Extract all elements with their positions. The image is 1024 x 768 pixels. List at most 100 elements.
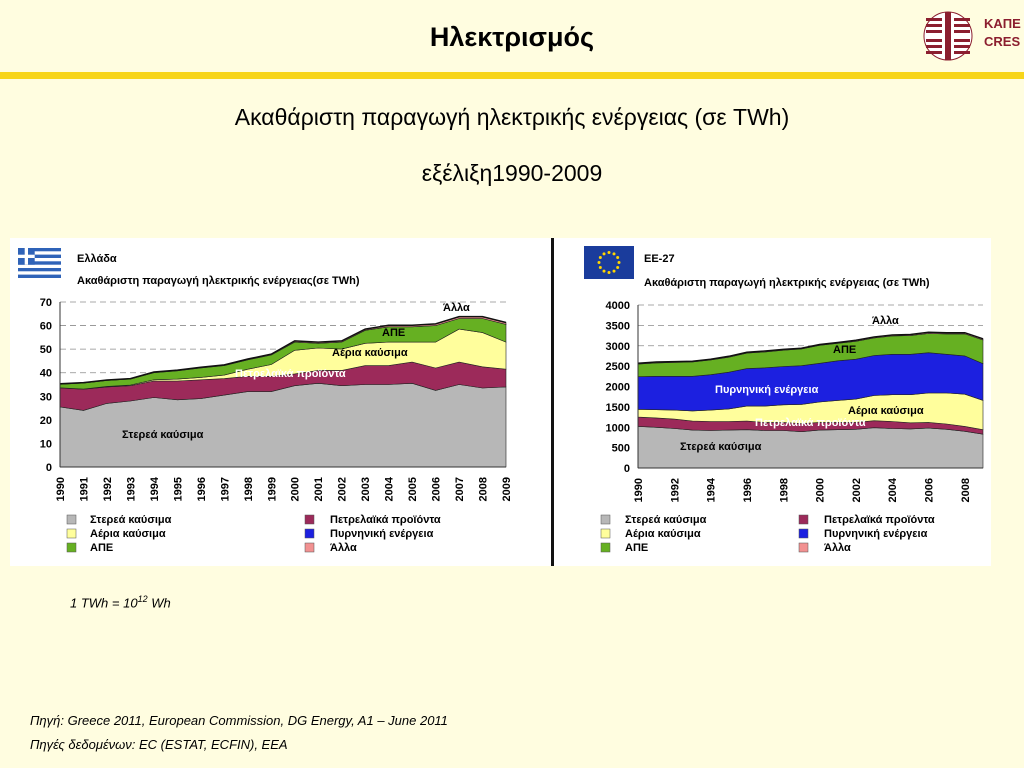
greece-legend-renewables: ΑΠΕ xyxy=(90,542,113,554)
greece-legend-nuclear: Πυρνηνική ενέργεια xyxy=(330,528,434,540)
greece-ytick-label: 70 xyxy=(40,297,52,309)
greece-xtick-label: 1996 xyxy=(196,477,208,501)
footnote-exponent: 12 xyxy=(137,594,148,604)
greece-legend-solid: Στερεά καύσιμα xyxy=(90,514,172,526)
legend-swatch-gas xyxy=(66,528,77,539)
eu-star-icon xyxy=(616,266,620,269)
greece-label-solid: Στερεά καύσιμα xyxy=(122,429,204,441)
greece-legend: Στερεά καύσιμα Πετρελαϊκά προϊόντα Αέρια… xyxy=(66,514,441,554)
eu-star-icon xyxy=(616,256,620,259)
cres-logo: ΚΑΠΕ CRES xyxy=(922,8,1022,64)
greece-ytick-label: 10 xyxy=(40,438,52,450)
eu-xtick-label: 2006 xyxy=(924,478,936,502)
greece-xtick-label: 1999 xyxy=(266,477,278,501)
eu-legend-other: Άλλα xyxy=(824,542,851,554)
eu-legend-oil: Πετρελαϊκά προϊόντα xyxy=(824,514,935,526)
eu-chart: 0 500 1000 1500 2000 2500 3000 3500 4000 1990 1992… xyxy=(606,300,984,502)
eu-ytick-label: 1500 xyxy=(606,402,630,414)
greece-total-line xyxy=(59,315,507,385)
legend-swatch-nuclear xyxy=(798,528,809,539)
legend-swatch-gas xyxy=(600,528,611,539)
legend-swatch-other xyxy=(304,542,315,553)
greece-xtick-label: 2001 xyxy=(313,477,325,501)
greece-xtick-label: 1990 xyxy=(55,477,67,501)
eu-legend-nuclear: Πυρνηνική ενέργεια xyxy=(824,528,928,540)
greece-legend-oil: Πετρελαϊκά προϊόντα xyxy=(330,514,441,526)
eu-label-solid: Στερεά καύσιμα xyxy=(680,441,762,453)
chart-subtitle-line1: Ακαθάριστη παραγωγή ηλεκτρικής ενέργειας… xyxy=(234,104,790,130)
eu-xtick-label: 1992 xyxy=(669,478,681,502)
eu-label-gas: Αέρια καύσιμα xyxy=(848,405,924,417)
charts-svg: Ελλάδα Ακαθάριστη παραγωγή ηλεκτρικής εν… xyxy=(18,246,984,554)
eu-xtick-label: 2008 xyxy=(960,478,972,502)
legend-swatch-solid xyxy=(600,514,611,525)
eu-ytick-label: 4000 xyxy=(606,300,630,312)
legend-swatch-oil xyxy=(798,514,809,525)
footnote-prefix: 1 TWh = 10 xyxy=(70,595,138,611)
greece-label-oil: Πετρελαϊκά προϊόντα xyxy=(235,368,346,380)
greece-xtick-label: 2005 xyxy=(407,477,419,501)
greece-ytick-label: 30 xyxy=(40,391,52,403)
greece-xtick-label: 2008 xyxy=(478,477,490,501)
eu-legend: Στερεά καύσιμα Πετρελαϊκά προϊόντα Αέρια… xyxy=(600,514,935,554)
eu-ytick-label: 500 xyxy=(612,443,630,455)
greece-xtick-label: 2009 xyxy=(501,477,513,501)
eu-flag-icon xyxy=(584,246,634,279)
eu-xtick-label: 1994 xyxy=(706,477,718,502)
greece-label-gas: Αέρια καύσιμα xyxy=(332,347,408,359)
eu-ytick-label: 2000 xyxy=(606,382,630,394)
greece-label-other: Άλλα xyxy=(443,302,470,314)
greece-flag-icon xyxy=(18,248,61,278)
greece-ytick-label: 0 xyxy=(46,462,52,474)
legend-swatch-nuclear xyxy=(304,528,315,539)
cres-logo-icon xyxy=(923,11,973,61)
legend-swatch-solid xyxy=(66,514,77,525)
eu-ytick-label: 0 xyxy=(624,463,630,475)
eu-ytick-label: 1000 xyxy=(606,422,630,434)
eu-star-icon xyxy=(612,252,616,256)
greece-legend-gas: Αέρια καύσιμα xyxy=(90,528,166,540)
eu-total-line xyxy=(637,331,984,365)
greece-xtick-label: 2006 xyxy=(431,477,443,501)
eu-label-oil: Πετρελαϊκά προϊόντα xyxy=(755,417,866,429)
eu-xtick-label: 2002 xyxy=(851,478,863,502)
data-sources-line: Πηγές δεδομένων: EC (ESTAT, ECFIN), EEA xyxy=(30,737,288,752)
legend-swatch-other xyxy=(798,542,809,553)
greece-xtick-label: 1998 xyxy=(243,477,255,501)
chart-divider xyxy=(551,238,554,566)
greece-xtick-label: 2002 xyxy=(337,477,349,501)
greece-ytick-label: 20 xyxy=(40,415,52,427)
eu-star-icon xyxy=(598,256,602,259)
eu-star-icon xyxy=(607,271,611,274)
greece-xtick-label: 1994 xyxy=(149,476,161,501)
eu-star-icon xyxy=(617,261,621,264)
greece-xtick-label: 1992 xyxy=(102,477,114,501)
eu-region-label: ΕΕ-27 xyxy=(644,253,675,265)
greece-ytick-label: 50 xyxy=(40,344,52,356)
eu-star-icon xyxy=(602,252,606,256)
eu-star-icon xyxy=(607,251,611,254)
chart-subtitle-line2: εξέλιξη1990-2009 xyxy=(421,160,603,186)
greece-chart: 0 10 20 30 40 50 60 70 1990 1991 1992 1993 1994 1995 1… xyxy=(40,297,513,501)
greece-chart-title: Ακαθάριστη παραγωγή ηλεκτρικής ενέργειας… xyxy=(77,275,360,287)
eu-star-icon xyxy=(597,261,601,264)
eu-xtick-label: 1996 xyxy=(742,478,754,502)
accent-bar xyxy=(0,72,1024,79)
eu-legend-gas: Αέρια καύσιμα xyxy=(625,528,701,540)
eu-legend-renewables: ΑΠΕ xyxy=(625,542,648,554)
logo-text-kape: ΚΑΠΕ xyxy=(984,16,1021,31)
greece-xtick-label: 2007 xyxy=(454,477,466,501)
logo-text-cres: CRES xyxy=(984,34,1021,49)
greece-label-renewables: ΑΠΕ xyxy=(382,327,405,339)
slide-title: Ηλεκτρισμός xyxy=(429,22,595,52)
greece-xtick-label: 1997 xyxy=(219,477,231,501)
greece-xtick-label: 1993 xyxy=(125,477,137,501)
eu-star-icon xyxy=(602,269,606,273)
eu-xtick-label: 2004 xyxy=(887,477,899,502)
greece-xtick-label: 1995 xyxy=(172,477,184,501)
eu-ytick-label: 3000 xyxy=(606,341,630,353)
greece-xtick-label: 2003 xyxy=(360,477,372,501)
greece-ytick-label: 60 xyxy=(40,321,52,333)
eu-legend-solid: Στερεά καύσιμα xyxy=(625,514,707,526)
eu-chart-title: Ακαθάριστη παραγωγή ηλεκτρικής ενέργειας… xyxy=(644,277,930,289)
